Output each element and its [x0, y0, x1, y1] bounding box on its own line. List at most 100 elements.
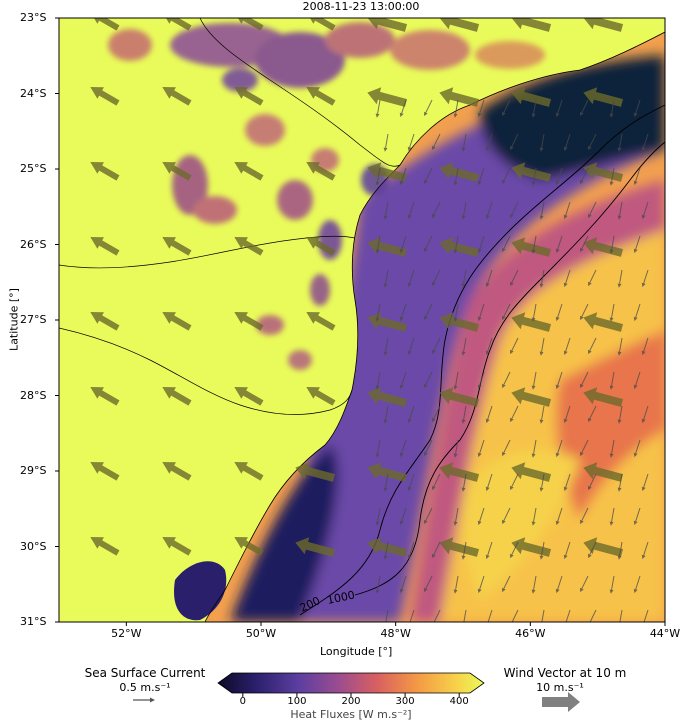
- current-arrow: [477, 303, 485, 322]
- current-arrow: [510, 541, 519, 559]
- current-arrow: [399, 575, 407, 594]
- current-arrow: [531, 439, 537, 458]
- wind-arrow: [367, 387, 408, 407]
- current-arrow: [477, 99, 485, 118]
- wind-arrow: [306, 18, 336, 31]
- current-arrow: [539, 405, 545, 424]
- current-arrow: [453, 439, 459, 458]
- current-arrow: [424, 575, 433, 593]
- current-arrow: [461, 201, 467, 220]
- sea-current-field: [375, 99, 649, 622]
- current-arrow: [555, 235, 563, 254]
- current-arrow: [453, 303, 459, 322]
- current-arrow: [555, 439, 563, 458]
- current-arrow: [580, 575, 589, 593]
- current-arrow: [617, 473, 623, 492]
- current-arrow: [502, 167, 511, 185]
- current-arrow: [510, 405, 519, 423]
- isobath-200: [299, 104, 665, 616]
- current-arrow: [485, 269, 493, 288]
- colorbar-label: Heat Fluxes [W m.s⁻²]: [290, 708, 412, 721]
- wind-arrow: [583, 162, 624, 182]
- lon-tick-label: 50°W: [245, 627, 277, 640]
- current-arrow: [510, 473, 519, 491]
- wind-arrow: [439, 18, 480, 32]
- current-arrow: [588, 473, 597, 491]
- current-arrow: [453, 167, 459, 186]
- current-arrow: [477, 167, 485, 186]
- current-arrow: [563, 269, 571, 288]
- current-arrow: [555, 575, 563, 594]
- wind-arrow: [306, 387, 336, 406]
- wind-arrow: [162, 387, 192, 406]
- current-arrow: [539, 133, 545, 152]
- current-arrow: [580, 99, 589, 117]
- current-arrow: [539, 541, 545, 560]
- current-arrow: [502, 371, 511, 389]
- wind-arrow: [295, 537, 336, 557]
- current-arrow: [407, 405, 415, 424]
- current-arrow: [609, 99, 615, 118]
- wind-legend-scale: 10 m.s⁻¹: [536, 681, 584, 694]
- wind-arrow: [162, 18, 192, 31]
- current-arrow: [485, 337, 493, 356]
- current-arrow: [580, 507, 589, 525]
- wind-scale-arrow: [542, 692, 580, 712]
- wind-arrow: [234, 387, 264, 406]
- current-arrow: [580, 371, 589, 389]
- current-arrow: [485, 201, 493, 220]
- current-arrow: [461, 541, 467, 560]
- lat-tick-label: 31°S: [20, 615, 47, 628]
- current-arrow: [563, 337, 571, 356]
- current-arrow: [477, 371, 485, 390]
- current-arrow: [487, 609, 493, 622]
- current-arrow: [633, 99, 641, 118]
- colorbar-bar: [217, 672, 485, 694]
- current-arrow: [531, 235, 537, 254]
- wind-arrow: [439, 462, 480, 482]
- current-arrow: [477, 235, 485, 254]
- current-arrow: [641, 473, 649, 492]
- current-arrow: [432, 337, 441, 355]
- wind-arrow: [511, 462, 552, 482]
- current-arrow: [399, 235, 407, 254]
- current-arrow: [432, 473, 441, 491]
- lat-tick-label: 25°S: [20, 162, 47, 175]
- wind-arrow: [234, 162, 264, 181]
- current-arrow: [461, 473, 467, 492]
- wind-arrow: [90, 462, 120, 481]
- wind-arrow: [367, 18, 408, 32]
- current-arrow: [453, 371, 459, 390]
- wind-arrow: [583, 237, 624, 257]
- wind-arrow: [306, 237, 336, 256]
- current-arrow: [409, 609, 415, 622]
- current-arrow: [588, 201, 597, 219]
- wind-arrow: [583, 312, 624, 332]
- wind-arrow: [234, 312, 264, 331]
- current-arrow: [399, 99, 407, 118]
- heat-flux-field: [230, 55, 665, 622]
- current-arrow: [424, 439, 433, 457]
- current-arrow: [407, 133, 415, 152]
- current-arrow: [424, 507, 433, 525]
- current-arrow: [424, 371, 433, 389]
- current-arrow: [407, 473, 415, 492]
- current-arrow: [399, 507, 407, 526]
- lat-tick-label: 30°S: [20, 539, 47, 553]
- current-arrow: [485, 133, 493, 152]
- current-arrow: [541, 609, 545, 622]
- isobath-label-1000: 1000: [326, 588, 356, 607]
- current-arrow: [588, 405, 597, 423]
- current-arrow: [510, 201, 519, 219]
- current-arrow: [375, 167, 381, 186]
- current-arrow: [617, 269, 623, 288]
- wind-vector-field: [90, 18, 624, 557]
- current-legend-title: Sea Surface Current: [84, 666, 206, 680]
- current-arrow: [617, 133, 623, 152]
- current-arrow: [424, 303, 433, 321]
- current-arrow: [609, 439, 615, 458]
- current-arrow: [453, 575, 459, 594]
- current-arrow: [641, 541, 649, 560]
- current-arrow: [463, 609, 467, 622]
- current-arrow: [477, 507, 485, 526]
